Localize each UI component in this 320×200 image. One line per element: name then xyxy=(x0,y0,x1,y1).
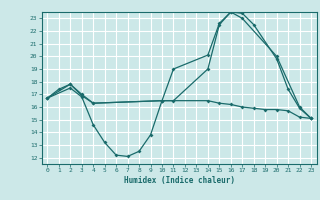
X-axis label: Humidex (Indice chaleur): Humidex (Indice chaleur) xyxy=(124,176,235,185)
